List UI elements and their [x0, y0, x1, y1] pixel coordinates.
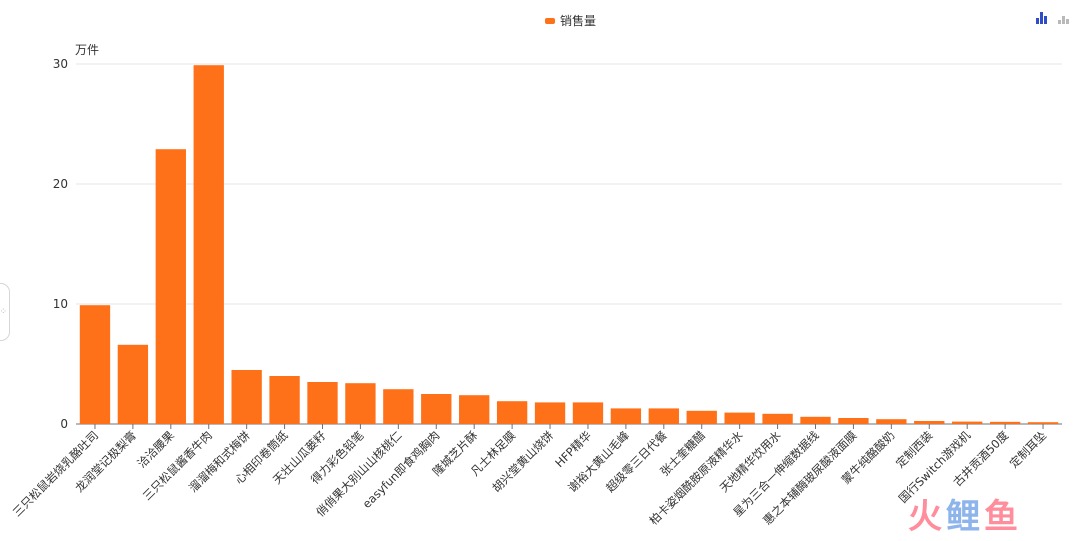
x-tick-label: 定制耳坠 — [1007, 428, 1049, 470]
bar[interactable] — [345, 383, 376, 424]
legend-swatch — [545, 17, 555, 24]
bar[interactable] — [496, 401, 528, 424]
bar[interactable] — [724, 412, 755, 424]
legend-label: 销售量 — [560, 14, 597, 28]
watermark-char-2: 鲤 — [946, 496, 980, 537]
bar[interactable] — [79, 305, 111, 424]
bar[interactable] — [914, 421, 945, 424]
bar[interactable] — [989, 421, 1021, 424]
drag-dots-icon: ⁘ — [0, 307, 7, 317]
y-tick-label: 10 — [53, 297, 68, 311]
y-tick-label: 0 — [60, 417, 68, 431]
bar[interactable] — [952, 421, 983, 424]
bar[interactable] — [572, 402, 604, 424]
toolbox — [1036, 12, 1072, 24]
bar[interactable] — [686, 410, 717, 424]
bar[interactable] — [193, 65, 224, 424]
bar[interactable] — [762, 413, 793, 424]
bar[interactable] — [155, 149, 186, 424]
bar[interactable] — [117, 344, 149, 424]
bar[interactable] — [421, 394, 452, 424]
bar[interactable] — [383, 389, 414, 424]
bar-chart-icon[interactable] — [1036, 12, 1050, 24]
bar[interactable] — [269, 376, 300, 424]
bar[interactable] — [307, 382, 338, 424]
bar[interactable] — [231, 370, 262, 424]
y-axis: 0 10 20 30 — [53, 57, 68, 431]
y-tick-label: 20 — [53, 177, 68, 191]
bar[interactable] — [876, 419, 907, 424]
watermark-logo: 火 鲤 鱼 — [908, 493, 1058, 537]
x-axis: 三只松鼠岩烧乳酪吐司龙润堂记极梨膏洽洽腰果三只松鼠酱香牛肉溜溜梅和式梅饼心相印卷… — [10, 424, 1049, 528]
bar[interactable] — [648, 408, 679, 424]
y-axis-label: 万件 — [75, 43, 99, 57]
bar[interactable] — [1027, 422, 1059, 424]
x-tick-label: 三只松鼠酱香牛肉 — [140, 428, 215, 503]
bar[interactable] — [838, 418, 869, 424]
bar-chart-alt-icon[interactable] — [1058, 12, 1072, 24]
legend[interactable]: 销售量 — [545, 12, 596, 29]
bars — [79, 65, 1059, 424]
bar[interactable] — [459, 395, 490, 424]
bar[interactable] — [800, 416, 831, 424]
bar[interactable] — [534, 402, 566, 424]
watermark-char-3: 鱼 — [984, 496, 1018, 537]
bar[interactable] — [610, 408, 642, 424]
y-tick-label: 30 — [53, 57, 68, 71]
watermark-char-1: 火 — [908, 496, 942, 537]
